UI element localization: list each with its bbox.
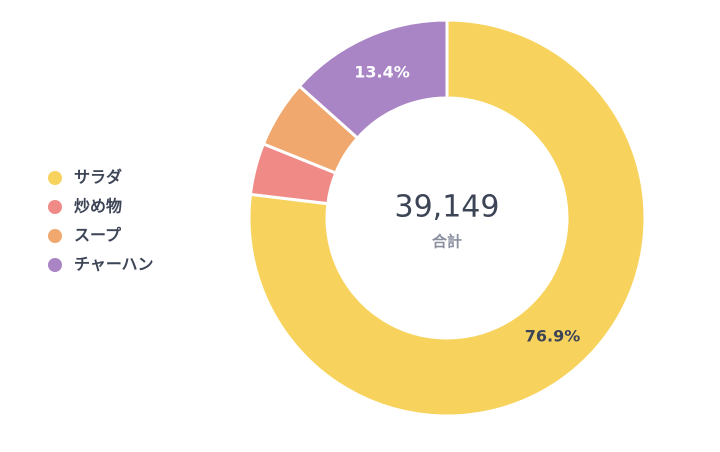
legend-label: チャーハン bbox=[74, 255, 154, 274]
donut-slice bbox=[261, 84, 360, 176]
legend-swatch bbox=[48, 258, 62, 272]
legend-swatch bbox=[48, 171, 62, 185]
legend-swatch bbox=[48, 229, 62, 243]
data-label: 13.4% bbox=[354, 62, 410, 81]
data-label: 76.9% bbox=[525, 326, 581, 345]
legend-label: 炒め物 bbox=[74, 197, 122, 216]
donut-slice bbox=[248, 142, 338, 206]
total-caption: 合計 bbox=[431, 233, 462, 251]
legend-label: サラダ bbox=[74, 168, 122, 187]
legend-label: スープ bbox=[74, 226, 122, 245]
donut-slice bbox=[247, 18, 647, 418]
legend-swatch bbox=[48, 200, 62, 214]
total-value: 39,149 bbox=[395, 190, 500, 225]
